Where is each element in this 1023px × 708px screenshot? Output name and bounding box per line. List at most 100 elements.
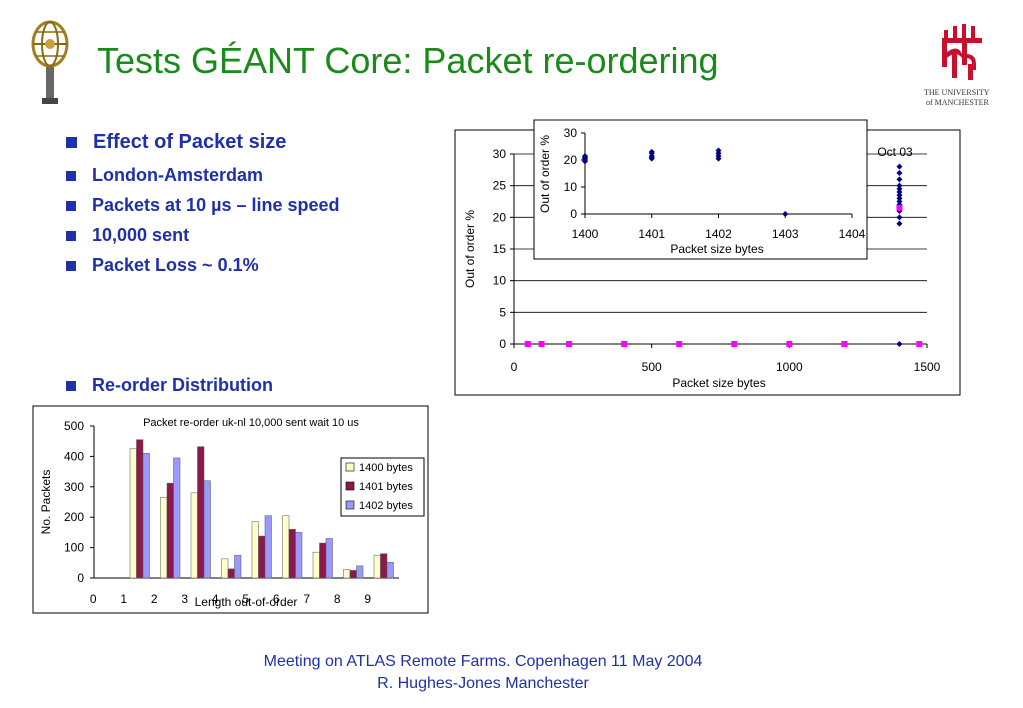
data-point <box>648 148 655 155</box>
bar <box>160 497 168 579</box>
manchester-crest-icon <box>942 24 982 80</box>
bar <box>129 448 137 579</box>
y-tick-label: 0 <box>77 571 84 585</box>
x-tick-label: 2 <box>151 592 158 606</box>
data-point <box>582 152 588 159</box>
bullet-item: Re-order Distribution <box>66 375 273 396</box>
y-tick-label: 100 <box>64 541 84 555</box>
data-point <box>896 220 903 227</box>
data-point <box>566 341 573 347</box>
bar <box>373 554 381 579</box>
slide-title: Tests GÉANT Core: Packet re-ordering <box>97 40 719 81</box>
data-point <box>731 341 738 347</box>
data-point <box>786 341 793 347</box>
bullet-square-icon <box>66 380 76 391</box>
bullet-item: Packet Loss ~ 0.1% <box>66 255 259 276</box>
x-tick-label: 500 <box>642 360 662 374</box>
data-point <box>715 147 722 154</box>
legend-label: 1400 bytes <box>359 462 413 474</box>
x-tick-label: 1000 <box>776 360 803 374</box>
bar-x-axis-label: Length out-of-order <box>195 595 298 609</box>
data-point <box>896 163 903 170</box>
bullet-list: Effect of Packet size London-Amsterdam P… <box>66 0 446 400</box>
bar-y-axis-label: No. Packets <box>39 470 53 535</box>
data-point <box>621 341 628 347</box>
inset-x-axis-label: Packet size bytes <box>670 242 763 256</box>
bar <box>203 480 211 579</box>
bullet-text: Packets at 10 µs – line speed <box>92 195 340 215</box>
y-tick-label: 300 <box>64 480 84 494</box>
bullet-square-icon <box>66 170 76 181</box>
x-tick-label: 1400 <box>572 227 599 241</box>
footer-line-2: R. Hughes-Jones Manchester <box>377 675 589 692</box>
bar <box>319 542 327 579</box>
x-tick-label: 8 <box>334 592 341 606</box>
bar-chart: 0 100 200 300 400 500 0 1 2 3 4 5 6 7 8 9 Packet re-ord… <box>32 405 429 614</box>
x-tick-label: 1401 <box>638 227 665 241</box>
bullet-square-icon <box>66 230 76 241</box>
data-point <box>896 195 903 202</box>
x-tick-label: 1403 <box>772 227 799 241</box>
y-tick-label: 200 <box>64 510 84 524</box>
y-tick-label: 20 <box>493 210 507 224</box>
bar <box>380 553 388 579</box>
y-tick-label: 10 <box>493 274 507 288</box>
y-tick-label: 10 <box>564 180 578 194</box>
bar <box>312 551 320 579</box>
data-point <box>782 211 789 217</box>
university-name-line2: of MANCHESTER <box>926 98 989 107</box>
y-tick-label: 0 <box>570 207 577 221</box>
bullet-square-icon <box>66 260 76 271</box>
bar <box>166 482 174 579</box>
bar <box>264 515 272 579</box>
data-point <box>841 341 848 347</box>
bar <box>221 558 229 579</box>
y-tick-label: 400 <box>64 449 84 463</box>
bullet-text: Effect of Packet size <box>93 131 287 153</box>
bar <box>190 492 198 579</box>
x-tick-label: 4 <box>212 592 219 606</box>
x-axis-label: Packet size bytes <box>672 376 765 390</box>
bullet-item: London-Amsterdam <box>66 165 263 186</box>
inset-chart-frame <box>533 119 868 260</box>
legend-swatch <box>345 462 355 472</box>
data-point <box>896 204 903 211</box>
x-tick-label: 9 <box>364 592 371 606</box>
data-point <box>896 189 903 195</box>
x-tick-label: 5 <box>242 592 249 606</box>
bullet-square-icon <box>66 137 77 148</box>
y-axis-label: Out of order % <box>463 210 477 288</box>
legend <box>340 457 425 517</box>
bar <box>343 569 351 579</box>
footer-line-1: Meeting on ATLAS Remote Farms. Copenhage… <box>263 653 703 670</box>
bullet-text: London-Amsterdam <box>92 165 263 185</box>
bar <box>356 565 364 579</box>
legend-label: 1401 bytes <box>359 481 413 493</box>
bullet-item: 10,000 sent <box>66 225 189 246</box>
bullet-text: 10,000 sent <box>92 225 190 245</box>
bar <box>251 521 259 579</box>
bar <box>386 561 394 579</box>
y-tick-label: 15 <box>493 242 507 256</box>
atlas-logo <box>31 20 69 104</box>
chart-annotation: Oct 03 <box>877 145 913 159</box>
y-tick-label: 0 <box>499 337 506 351</box>
inset-y-axis-label: Out of order % <box>538 135 552 213</box>
data-point <box>896 214 903 221</box>
x-tick-label: 7 <box>303 592 310 606</box>
bullet-text: Packet Loss ~ 0.1% <box>92 255 259 275</box>
bar <box>325 538 333 579</box>
data-point <box>524 341 531 347</box>
university-name-line1: THE UNIVERSITY <box>924 88 990 97</box>
x-tick-label: 0 <box>511 360 518 374</box>
data-point <box>896 170 903 176</box>
x-tick-label: 3 <box>181 592 188 606</box>
legend-swatch <box>345 500 355 510</box>
university-logo: THE UNIVERSITY of MANCHESTER <box>918 24 1004 108</box>
y-tick-label: 30 <box>493 147 507 161</box>
x-tick-label: 0 <box>90 592 97 606</box>
data-point <box>896 185 903 192</box>
bar <box>227 568 235 579</box>
bar <box>349 570 357 579</box>
data-point <box>896 176 903 183</box>
